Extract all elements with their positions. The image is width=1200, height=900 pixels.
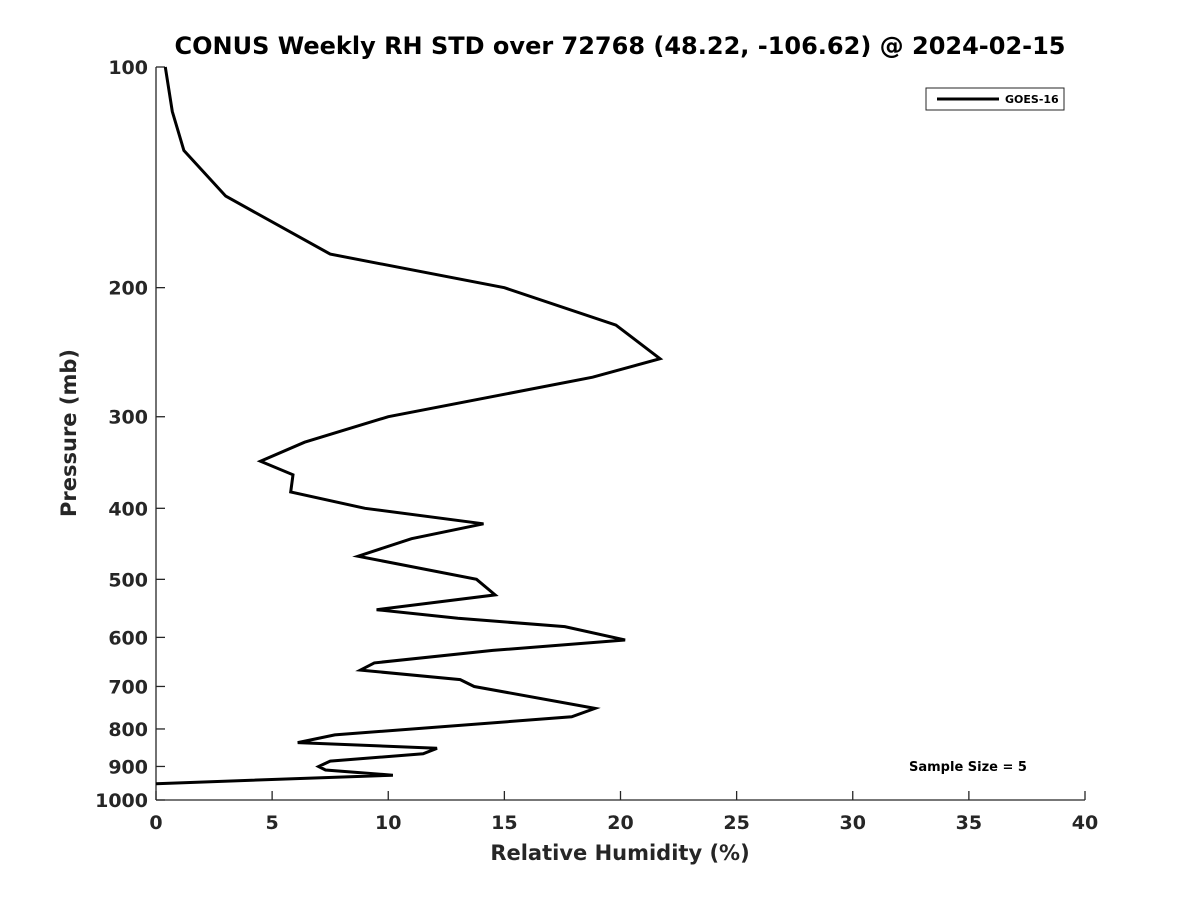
x-tick-label: 0 — [149, 812, 162, 834]
y-tick-label: 400 — [108, 498, 148, 520]
x-tick-label: 30 — [840, 812, 866, 834]
legend-label-goes-16: GOES-16 — [1005, 93, 1059, 106]
series-layer — [155, 66, 664, 786]
x-tick-label: 20 — [607, 812, 633, 834]
x-tick-label: 35 — [956, 812, 982, 834]
x-tick-label: 25 — [723, 812, 749, 834]
series-line-goes-16 — [155, 66, 664, 786]
y-tick-label: 800 — [108, 719, 148, 741]
legend: GOES-16 — [925, 87, 1065, 111]
y-tick-label: 300 — [108, 407, 148, 429]
y-tick-label: 100 — [108, 57, 148, 79]
y-tick-label: 600 — [108, 627, 148, 649]
x-tick-label: 40 — [1072, 812, 1098, 834]
x-ticks: 0 5 10 15 20 25 30 35 40 — [149, 791, 1098, 834]
y-tick-label: 500 — [108, 569, 148, 591]
chart-title: CONUS Weekly RH STD over 72768 (48.22, -… — [174, 32, 1065, 60]
y-tick-label: 200 — [108, 278, 148, 300]
y-ticks: 100 200 300 400 500 600 700 800 900 1000 — [95, 57, 165, 812]
plot-axes — [155, 67, 1085, 801]
y-tick-label: 700 — [108, 676, 148, 698]
x-axis-label: Relative Humidity (%) — [490, 841, 749, 865]
x-tick-label: 5 — [266, 812, 279, 834]
sample-size-annotation: Sample Size = 5 — [909, 760, 1027, 775]
y-tick-label: 900 — [108, 756, 148, 778]
y-tick-label: 1000 — [95, 790, 148, 812]
y-axis-label: Pressure (mb) — [57, 349, 81, 517]
x-tick-label: 15 — [491, 812, 517, 834]
x-tick-label: 10 — [375, 812, 401, 834]
